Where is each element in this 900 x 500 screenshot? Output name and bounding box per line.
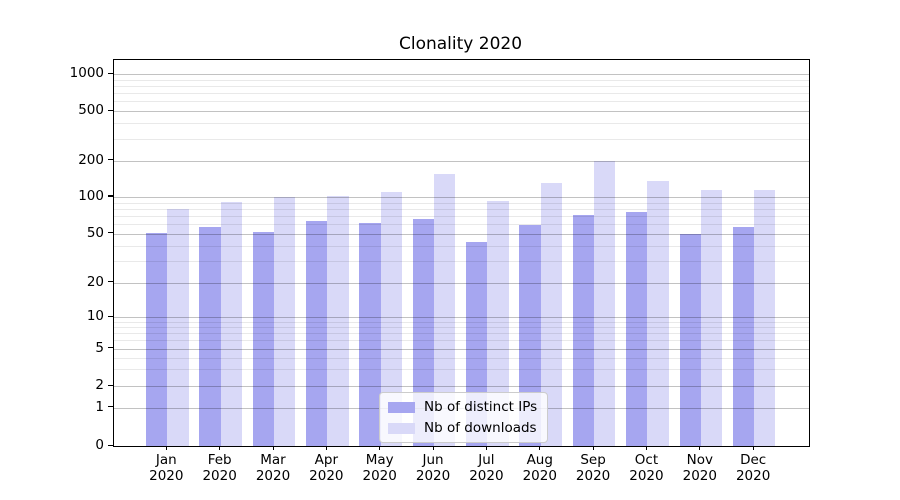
legend-swatch-downloads: [388, 422, 415, 434]
bar-downloads: [594, 160, 616, 446]
x-axis-tick-label: May 2020: [350, 452, 410, 484]
bar-downloads: [167, 208, 189, 446]
y-axis-tick-label: 50: [86, 224, 104, 241]
x-axis-tick-year: 2020: [309, 468, 344, 484]
bar-distinct-ips: [519, 224, 541, 446]
bar-downloads: [487, 201, 509, 446]
bar-downloads: [220, 201, 242, 446]
y-axis-tick-mark: [108, 232, 113, 234]
y-axis-tick-label: 0: [95, 437, 104, 453]
y-axis-tick-mark: [108, 406, 113, 408]
x-axis-tick-year: 2020: [202, 468, 237, 484]
x-axis-tick-mark: [219, 445, 221, 450]
y-axis-tick-mark: [108, 384, 113, 386]
x-axis-tick-mark: [165, 445, 167, 450]
x-axis-tick-year: 2020: [575, 468, 611, 484]
x-axis-tick-year: 2020: [629, 468, 664, 484]
x-axis-tick-label: Aug 2020: [510, 452, 570, 484]
y-axis-tick-mark: [108, 109, 113, 111]
bar-distinct-ips: [306, 220, 328, 446]
y-axis-tick-mark: [108, 195, 113, 197]
bar-distinct-ips: [732, 226, 755, 446]
bar-distinct-ips: [679, 233, 701, 446]
x-axis-tick-year: 2020: [415, 468, 451, 484]
x-axis-tick-year: 2020: [735, 468, 771, 484]
y-axis-tick-label: 20: [86, 273, 104, 290]
bar-downloads: [700, 190, 723, 446]
x-axis-tick-year: 2020: [469, 468, 504, 484]
x-axis-tick-mark: [539, 445, 541, 450]
bar-distinct-ips: [199, 226, 221, 446]
bar-distinct-ips: [412, 219, 435, 446]
x-axis-tick-mark: [325, 445, 328, 450]
x-axis-tick-label: Apr 2020: [296, 452, 356, 484]
x-axis-tick-year: 2020: [149, 468, 184, 484]
x-axis-tick-year: 2020: [522, 468, 557, 484]
legend-label-downloads: Nb of downloads: [424, 420, 537, 436]
chart-title: Clonality 2020: [398, 34, 523, 54]
bar-downloads: [327, 196, 349, 446]
legend-swatch-distinct-ips: [388, 401, 415, 413]
x-axis-tick-label: Oct 2020: [616, 452, 676, 484]
legend-item-downloads: Nb of downloads: [388, 420, 537, 436]
x-axis-tick-mark: [592, 445, 594, 450]
y-axis-tick-mark: [108, 159, 113, 161]
bars-layer: [114, 60, 809, 446]
bar-downloads: [434, 173, 456, 446]
bar-distinct-ips: [572, 215, 595, 446]
bar-downloads: [274, 196, 296, 446]
bar-downloads: [380, 191, 402, 446]
bar-downloads: [540, 183, 563, 446]
x-axis-tick-label: Jan 2020: [136, 452, 196, 484]
bar-distinct-ips: [252, 231, 274, 446]
x-axis-tick-mark: [752, 445, 754, 450]
y-axis-tick-mark: [108, 72, 113, 74]
bar-distinct-ips: [146, 232, 168, 446]
y-axis-tick-label: 2: [95, 377, 104, 393]
plot-area: Nb of distinct IPs Nb of downloads: [113, 59, 810, 447]
legend-label-distinct-ips: Nb of distinct IPs: [424, 399, 538, 415]
bar-distinct-ips: [359, 223, 381, 446]
x-axis-tick-label: Jun 2020: [403, 452, 463, 484]
x-axis-tick-year: 2020: [255, 468, 291, 484]
y-axis-tick-label: 1: [95, 398, 104, 415]
x-axis-tick-mark: [272, 445, 274, 450]
y-axis-tick-mark: [108, 444, 113, 446]
y-axis-tick-label: 100: [78, 187, 104, 204]
bar-downloads: [754, 190, 776, 446]
x-axis-tick-label: Mar 2020: [243, 452, 303, 484]
bar-downloads: [647, 181, 669, 446]
legend-item-distinct-ips: Nb of distinct IPs: [388, 399, 537, 415]
x-axis-tick-label: Feb 2020: [190, 452, 250, 484]
y-axis-tick-label: 200: [78, 151, 104, 168]
x-axis-tick-mark: [432, 445, 434, 450]
x-axis-tick-year: 2020: [362, 468, 397, 484]
x-axis-tick-mark: [645, 445, 648, 450]
y-axis-tick-mark: [108, 347, 113, 349]
x-axis-tick-mark: [699, 445, 701, 450]
y-axis-tick-label: 5: [95, 339, 104, 356]
y-axis-tick-mark: [108, 315, 113, 317]
bar-distinct-ips: [626, 212, 648, 446]
x-axis-tick-label: Sep 2020: [563, 452, 623, 484]
x-axis-tick-year: 2020: [682, 468, 717, 484]
y-axis-tick-label: 1000: [69, 65, 104, 81]
x-axis-tick-label: Nov 2020: [670, 452, 730, 484]
x-axis-tick-mark: [379, 445, 381, 450]
x-axis-tick-label: Jul 2020: [456, 452, 516, 484]
x-axis-tick-label: Dec 2020: [723, 452, 783, 484]
y-axis-tick-label: 500: [78, 102, 104, 118]
x-axis-tick-mark: [485, 445, 488, 450]
legend: Nb of distinct IPs Nb of downloads: [379, 392, 549, 443]
y-axis-tick-label: 10: [86, 308, 104, 324]
y-axis-tick-mark: [108, 281, 113, 283]
